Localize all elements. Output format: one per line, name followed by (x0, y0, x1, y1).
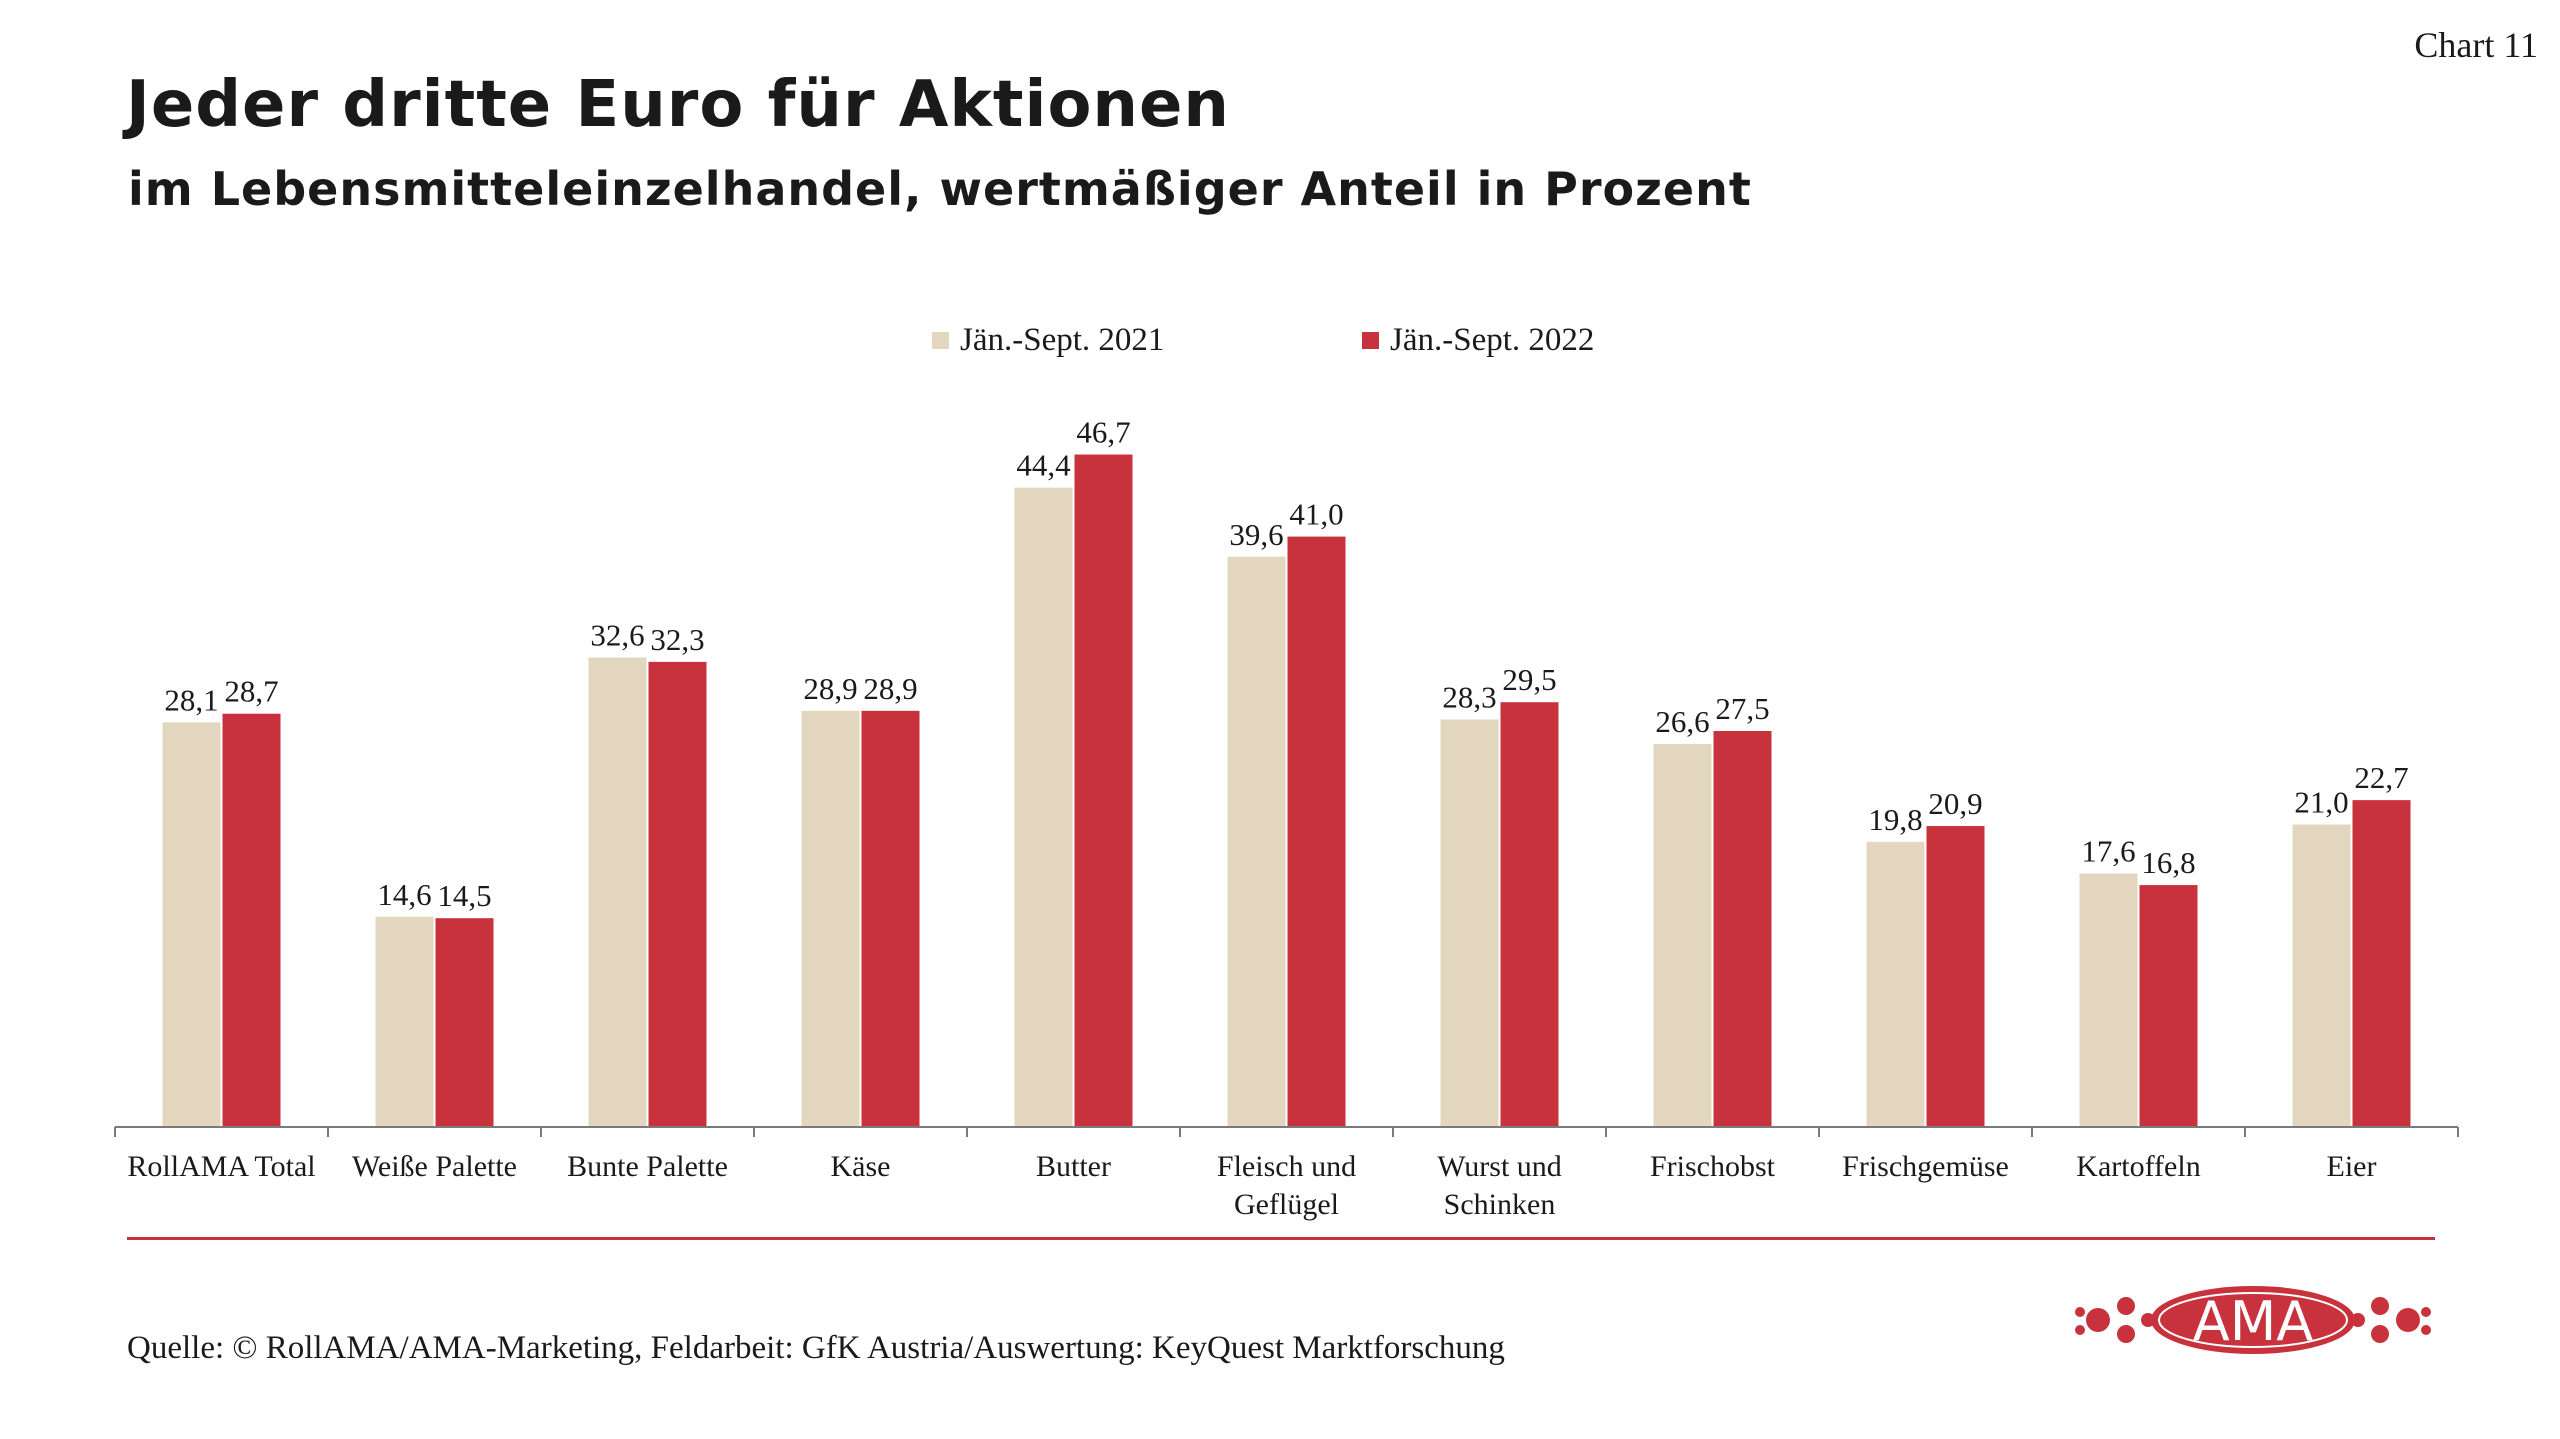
bar-0-4 (1014, 487, 1073, 1127)
bar-0-2 (588, 657, 647, 1127)
category-label-8: Frischgemüse (1842, 1150, 2009, 1183)
bar-0-1 (375, 916, 434, 1127)
value-label-1-8: 20,9 (1928, 786, 1982, 821)
bar-1-2 (648, 661, 707, 1127)
bar-1-8 (1926, 826, 1985, 1127)
ama-logo: AMA (2075, 1286, 2431, 1354)
value-label-0-3: 28,9 (803, 671, 857, 706)
value-label-1-3: 28,9 (863, 671, 917, 706)
value-label-1-5: 41,0 (1289, 497, 1343, 532)
category-label-6-0: Wurst und (1437, 1150, 1562, 1183)
category-label-10: Eier (2327, 1150, 2377, 1183)
logo-text: AMA (2193, 1290, 2314, 1353)
bar-1-5 (1287, 536, 1346, 1127)
value-label-0-6: 28,3 (1442, 679, 1496, 714)
source-note: Quelle: © RollAMA/AMA-Marketing, Feldarb… (127, 1330, 1505, 1366)
bar-0-0 (162, 722, 221, 1127)
legend-swatch-0 (932, 332, 949, 349)
value-label-0-1: 14,6 (377, 877, 431, 912)
category-label-5-1: Geflügel (1234, 1188, 1339, 1221)
legend-label-0: Jän.-Sept. 2021 (960, 322, 1164, 358)
value-label-1-7: 27,5 (1715, 691, 1769, 726)
bar-0-5 (1227, 556, 1286, 1127)
bar-0-9 (2079, 873, 2138, 1127)
category-label-2: Bunte Palette (567, 1150, 728, 1183)
value-label-0-5: 39,6 (1229, 517, 1283, 552)
category-label-7: Frischobst (1650, 1150, 1776, 1183)
bar-1-9 (2139, 885, 2198, 1127)
category-label-0: RollAMA Total (127, 1150, 315, 1183)
bar-1-4 (1074, 454, 1133, 1127)
value-label-1-4: 46,7 (1076, 415, 1130, 450)
bar-1-10 (2352, 800, 2411, 1127)
chart-subtitle: im Lebensmitteleinzelhandel, wertmäßiger… (128, 162, 1752, 216)
category-label-5-0: Fleisch und (1217, 1150, 1356, 1183)
value-label-0-4: 44,4 (1016, 448, 1071, 483)
category-label-6-1: Schinken (1444, 1188, 1556, 1221)
chart-number: Chart 11 (2414, 25, 2538, 65)
value-label-1-9: 16,8 (2141, 845, 2195, 880)
category-label-9: Kartoffeln (2076, 1150, 2200, 1183)
footer-divider (127, 1237, 2435, 1240)
bar-1-1 (435, 918, 494, 1127)
value-label-1-2: 32,3 (650, 622, 704, 657)
legend-label-1: Jän.-Sept. 2022 (1390, 322, 1594, 358)
value-label-0-10: 21,0 (2294, 785, 2348, 820)
logo-ornament-left (2075, 1297, 2155, 1343)
bar-0-6 (1440, 719, 1499, 1127)
value-label-0-2: 32,6 (590, 618, 644, 653)
value-label-1-6: 29,5 (1502, 662, 1556, 697)
bar-0-10 (2292, 824, 2351, 1127)
value-label-0-8: 19,8 (1868, 802, 1922, 837)
value-label-0-9: 17,6 (2081, 834, 2135, 869)
legend-swatch-1 (1362, 332, 1379, 349)
value-label-1-1: 14,5 (437, 878, 491, 913)
bar-1-7 (1713, 731, 1772, 1127)
category-label-1: Weiße Palette (352, 1150, 517, 1183)
value-label-0-0: 28,1 (164, 682, 218, 717)
bar-0-8 (1866, 841, 1925, 1127)
category-label-4: Butter (1036, 1150, 1111, 1183)
bar-1-0 (222, 713, 281, 1127)
bar-1-3 (861, 710, 920, 1127)
chart-title: Jeder dritte Euro für Aktionen (126, 68, 1230, 142)
logo-ornament-right (2351, 1297, 2431, 1343)
bar-0-7 (1653, 743, 1712, 1127)
logo-ellipse (2151, 1286, 2355, 1354)
value-label-1-0: 28,7 (224, 674, 278, 709)
value-label-0-7: 26,6 (1655, 704, 1709, 739)
category-label-3: Käse (831, 1150, 891, 1183)
bar-1-6 (1500, 702, 1559, 1127)
value-label-1-10: 22,7 (2354, 760, 2408, 795)
bar-0-3 (801, 710, 860, 1127)
